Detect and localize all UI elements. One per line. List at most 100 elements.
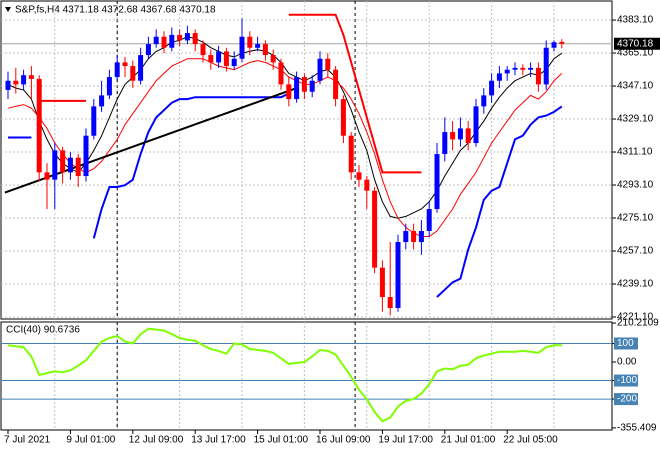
x-tick-label: 13 Jul 17:00 <box>191 435 246 446</box>
candle-body <box>504 69 510 74</box>
candle-body <box>551 42 557 48</box>
x-tick-label: 9 Jul 01:00 <box>66 435 115 446</box>
candle-body <box>379 267 385 298</box>
indicator-line <box>8 92 563 298</box>
level-label-box <box>614 393 638 406</box>
candle-body <box>216 51 222 63</box>
candle-body <box>418 231 424 243</box>
candle-body <box>512 67 518 70</box>
y-tick-label: 210.2109 <box>617 318 659 329</box>
candle-body <box>543 47 549 85</box>
chart-title: S&P,fs,H4 4371.18 4372.68 4367.68 4370.1… <box>15 5 216 16</box>
y-tick-label: 4311.10 <box>617 147 653 158</box>
candle-body <box>200 44 206 56</box>
candle-body <box>520 67 526 70</box>
cci-frame <box>0 321 613 431</box>
candle-body <box>333 69 339 100</box>
candle-body <box>231 58 237 67</box>
candle-body <box>145 44 151 56</box>
y-tick-label: -100 <box>617 375 637 386</box>
candle-body <box>426 209 432 232</box>
y-tick-label: 0.00 <box>617 357 637 368</box>
candle-body <box>317 58 323 81</box>
candle-body <box>106 77 112 96</box>
candle-body <box>473 106 479 144</box>
cci-line <box>7 327 562 423</box>
candle-body <box>535 67 541 85</box>
level-label-box <box>614 337 638 350</box>
candle-body <box>387 297 393 309</box>
candle-body <box>91 106 97 136</box>
x-tick-label: 12 Jul 09:00 <box>129 435 184 446</box>
candle-body <box>239 36 245 59</box>
candle-body <box>52 150 58 180</box>
candle-body <box>364 179 370 191</box>
candle-body <box>44 172 50 180</box>
candle-body <box>434 154 440 210</box>
candle-body <box>169 34 175 48</box>
candle-body <box>223 51 229 67</box>
candle-body <box>325 58 331 70</box>
candle-body <box>450 132 456 140</box>
candle-body <box>75 157 81 177</box>
candle-body <box>270 55 276 63</box>
candle-body <box>528 67 534 70</box>
y-tick-label: 4257.10 <box>617 246 654 257</box>
candle-body <box>161 36 167 48</box>
y-tick-label: 4275.10 <box>617 213 654 224</box>
cci-title: CCI(40) 90.6736 <box>6 325 80 336</box>
candle-body <box>411 231 417 243</box>
candle-body <box>356 172 362 180</box>
candle-body <box>130 66 136 81</box>
candle-body <box>99 95 105 107</box>
candle-body <box>184 33 190 41</box>
candle-body <box>442 132 448 155</box>
candle-body <box>403 231 409 243</box>
candle-body <box>301 77 307 92</box>
candle-body <box>309 80 315 92</box>
candle-body <box>481 95 487 107</box>
candle-body <box>114 62 120 78</box>
candle-body <box>457 128 463 140</box>
indicator-line <box>7 58 563 237</box>
x-tick-label: 7 Jul 2021 <box>4 435 51 446</box>
x-tick-label: 21 Jul 01:00 <box>441 435 496 446</box>
candle-body <box>489 80 495 96</box>
candle-body <box>177 34 183 41</box>
candle-body <box>286 84 292 100</box>
candle-body <box>348 135 354 173</box>
candle-body <box>208 55 214 63</box>
candle-body <box>153 36 159 45</box>
main-frame <box>0 0 613 320</box>
indicator-line <box>39 13 422 174</box>
y-tick-label: 4347.10 <box>617 81 654 92</box>
candle-body <box>340 99 346 136</box>
y-tick-label: 4329.10 <box>617 114 654 125</box>
candle-body <box>28 75 34 79</box>
last-price-box <box>614 37 660 50</box>
candle-body <box>395 242 401 309</box>
candle-body <box>247 36 253 48</box>
y-tick-label: -355.409 <box>617 422 657 433</box>
candle-body <box>372 190 378 268</box>
candle-body <box>255 44 261 48</box>
candle-body <box>496 73 502 81</box>
x-tick-label: 16 Jul 09:00 <box>316 435 371 446</box>
y-tick-label: 4365.10 <box>617 48 654 59</box>
candle-body <box>36 78 42 173</box>
candle-body <box>13 80 19 85</box>
candle-body <box>67 157 73 173</box>
x-tick-label: 22 Jul 05:00 <box>503 435 558 446</box>
x-tick-label: 19 Jul 17:00 <box>378 435 433 446</box>
candle-body <box>5 80 11 90</box>
y-tick-label: 100 <box>617 338 634 349</box>
candle-body <box>294 77 300 100</box>
x-tick-label: 15 Jul 01:00 <box>254 435 309 446</box>
y-tick-label: 4293.10 <box>617 180 654 191</box>
candle-body <box>559 41 565 44</box>
candle-body <box>83 135 89 177</box>
candle-body <box>122 62 128 67</box>
